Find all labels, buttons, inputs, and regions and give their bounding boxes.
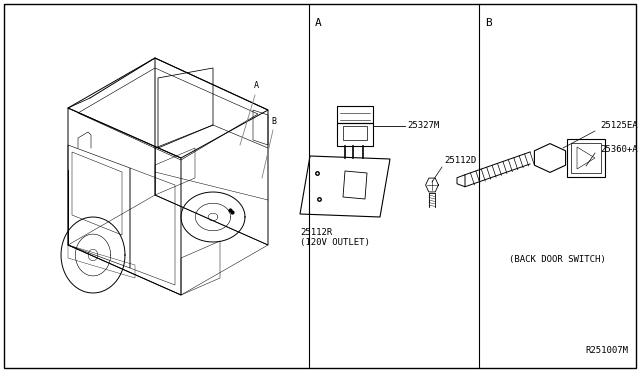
Text: B: B: [271, 117, 276, 126]
Text: 25112R: 25112R: [300, 228, 332, 237]
Text: B: B: [485, 18, 492, 28]
Bar: [571, 143, 601, 173]
Text: A: A: [253, 81, 259, 90]
Text: 25360+A: 25360+A: [600, 145, 637, 154]
Text: (BACK DOOR SWITCH): (BACK DOOR SWITCH): [509, 255, 605, 264]
Bar: [567, 139, 605, 177]
Text: 25112D: 25112D: [444, 156, 476, 165]
Text: A: A: [315, 18, 322, 28]
Text: (120V OUTLET): (120V OUTLET): [300, 238, 370, 247]
Text: 25125EA: 25125EA: [600, 122, 637, 131]
Text: 25327M: 25327M: [407, 122, 439, 131]
Bar: [343, 126, 367, 140]
Text: R251007M: R251007M: [585, 346, 628, 355]
